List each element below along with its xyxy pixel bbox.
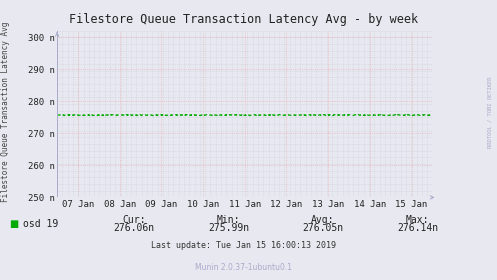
Text: 276.14n: 276.14n bbox=[397, 223, 438, 233]
Text: 276.05n: 276.05n bbox=[303, 223, 343, 233]
Text: ■: ■ bbox=[9, 219, 18, 229]
Text: 275.99n: 275.99n bbox=[208, 223, 249, 233]
Text: 276.06n: 276.06n bbox=[114, 223, 155, 233]
Text: Last update: Tue Jan 15 16:00:13 2019: Last update: Tue Jan 15 16:00:13 2019 bbox=[151, 241, 336, 249]
Text: osd 19: osd 19 bbox=[23, 219, 59, 229]
Text: Filestore Queue Transaction Latency Avg - by week: Filestore Queue Transaction Latency Avg … bbox=[69, 13, 418, 25]
Text: Cur:: Cur: bbox=[122, 215, 146, 225]
Text: Max:: Max: bbox=[406, 215, 429, 225]
Text: Min:: Min: bbox=[217, 215, 241, 225]
Text: Avg:: Avg: bbox=[311, 215, 335, 225]
Text: Filestore Queue Transaction Latency Avg: Filestore Queue Transaction Latency Avg bbox=[1, 22, 10, 202]
Text: Munin 2.0.37-1ubuntu0.1: Munin 2.0.37-1ubuntu0.1 bbox=[195, 263, 292, 272]
Text: RRDTOOL / TOBI OETIKER: RRDTOOL / TOBI OETIKER bbox=[487, 76, 492, 148]
